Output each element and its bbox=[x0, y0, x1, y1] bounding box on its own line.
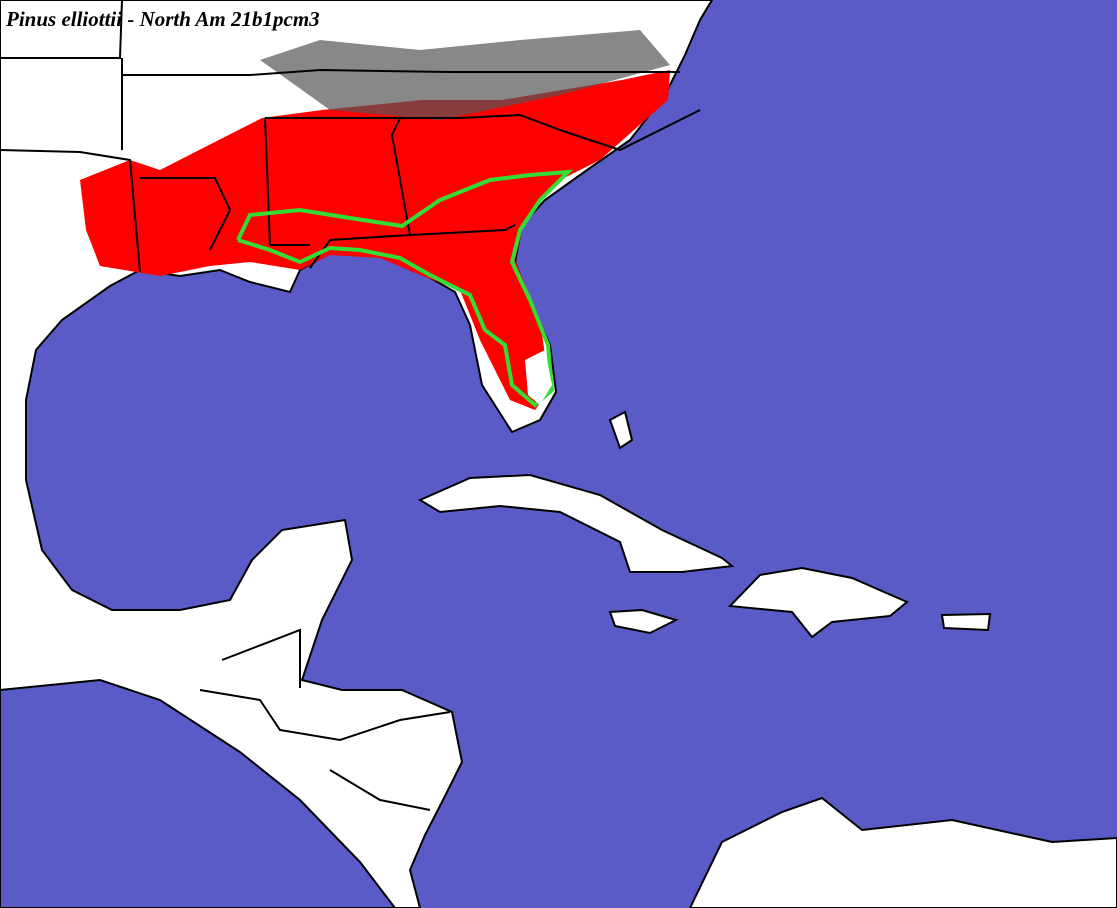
island-hispaniola bbox=[727, 566, 909, 639]
state-border bbox=[409, 224, 516, 236]
map-title: Pinus elliottii - North Am 21b1pcm3 bbox=[5, 7, 320, 31]
island-puerto-rico bbox=[940, 612, 992, 632]
state-border bbox=[265, 117, 412, 269]
state-border bbox=[122, 68, 680, 76]
state-border bbox=[400, 109, 701, 152]
range-gap bbox=[525, 350, 552, 405]
state-border bbox=[329, 769, 431, 811]
state-border bbox=[140, 177, 232, 251]
state-border bbox=[264, 117, 310, 246]
range-shade bbox=[260, 30, 670, 120]
range-area bbox=[80, 70, 670, 410]
state-border bbox=[199, 689, 451, 742]
land-south-america bbox=[688, 796, 1117, 908]
state-border bbox=[221, 628, 301, 688]
island-cuba bbox=[417, 473, 735, 573]
state-border bbox=[0, 149, 141, 273]
state-border bbox=[0, 0, 123, 59]
pacific-ocean bbox=[0, 678, 397, 908]
island-jamaica bbox=[608, 608, 679, 635]
native-range-outline bbox=[236, 169, 574, 408]
island-bahamas bbox=[608, 410, 634, 450]
